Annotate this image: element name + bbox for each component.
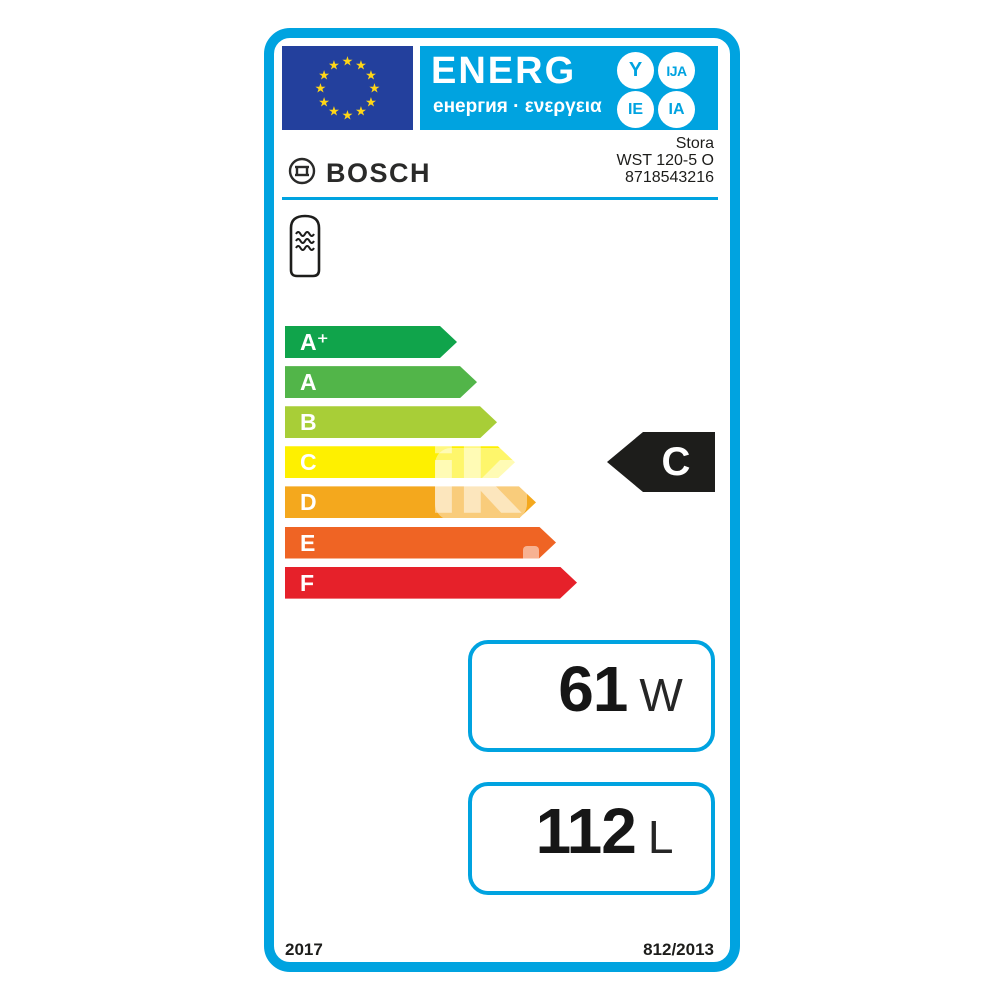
grade-letter: B xyxy=(300,409,317,436)
star-icon: ★ xyxy=(318,67,330,82)
product-model: WST 120-5 O xyxy=(616,152,714,169)
water-tank-icon xyxy=(289,214,321,278)
grade-arrow-d: D xyxy=(285,486,536,518)
watermark-text: ik xyxy=(427,424,520,536)
eu-flag: ★ ★ ★ ★ ★ ★ ★ ★ ★ ★ ★ ★ xyxy=(282,46,413,130)
bosch-logo-icon xyxy=(288,157,316,185)
star-icon: ★ xyxy=(355,103,367,119)
energy-label: ★ ★ ★ ★ ★ ★ ★ ★ ★ ★ ★ ★ ENERG енергия · … xyxy=(264,28,740,972)
product-info: Stora WST 120-5 O 8718543216 xyxy=(616,135,714,186)
grade-arrow-b: B xyxy=(285,406,497,438)
brand-name: BOSCH xyxy=(326,158,432,188)
grade-arrow-a-plus: A⁺ xyxy=(285,326,457,358)
grade-arrow-f: F xyxy=(285,567,577,599)
star-icon: ★ xyxy=(365,94,377,109)
energ-suffix-circle-ia: IA xyxy=(658,91,695,128)
grade-letter: D xyxy=(300,489,317,516)
star-icon: ★ xyxy=(318,94,330,109)
storage-volume-unit: L xyxy=(647,811,674,863)
storage-volume-value: 112 xyxy=(535,795,637,867)
grade-arrow-e: E xyxy=(285,527,556,559)
grade-arrow-a: A xyxy=(285,366,477,398)
energ-suffix-circle-y: Y xyxy=(617,52,654,89)
grade-arrow-c: C xyxy=(285,446,515,478)
regulation-number: 812/2013 xyxy=(643,940,714,959)
star-icon: ★ xyxy=(328,57,340,73)
star-icon: ★ xyxy=(365,67,377,82)
energ-suffix-label: IE xyxy=(627,100,644,118)
rating-class-letter: C xyxy=(661,439,691,484)
star-icon: ★ xyxy=(314,80,327,96)
label-year: 2017 xyxy=(285,940,323,959)
energ-subtitle: енергия · ενεργεια xyxy=(433,96,602,117)
star-icon: ★ xyxy=(341,107,354,123)
product-series: Stora xyxy=(675,135,714,152)
star-icon: ★ xyxy=(341,53,354,69)
energ-header: ENERG енергия · ενεργεια Y IJA IE IA xyxy=(420,46,718,130)
star-icon: ★ xyxy=(355,57,367,73)
standing-loss-unit: W xyxy=(639,669,683,721)
grade-letter: E xyxy=(300,529,316,556)
energ-suffix-circle-ija: IJA xyxy=(658,52,695,89)
energ-suffix-label: IJA xyxy=(666,62,687,79)
standing-loss-box: 61 W xyxy=(468,640,715,752)
energ-word: ENERG xyxy=(431,50,577,92)
energ-suffix-label: Y xyxy=(628,59,643,81)
rating-class-arrow: C xyxy=(607,432,715,492)
header-divider xyxy=(282,197,718,200)
grade-letter: A xyxy=(300,369,317,396)
standing-loss-value: 61 xyxy=(558,653,628,725)
energ-suffix-label: IA xyxy=(668,100,685,118)
star-icon: ★ xyxy=(328,103,340,119)
star-icon: ★ xyxy=(368,80,381,96)
product-number: 8718543216 xyxy=(625,169,714,186)
energ-suffix-circle-ie: IE xyxy=(617,91,654,128)
grade-letter: A⁺ xyxy=(300,329,329,355)
grade-letter: C xyxy=(300,449,317,476)
storage-volume-box: 112 L xyxy=(468,782,715,895)
grade-letter: F xyxy=(300,569,315,596)
